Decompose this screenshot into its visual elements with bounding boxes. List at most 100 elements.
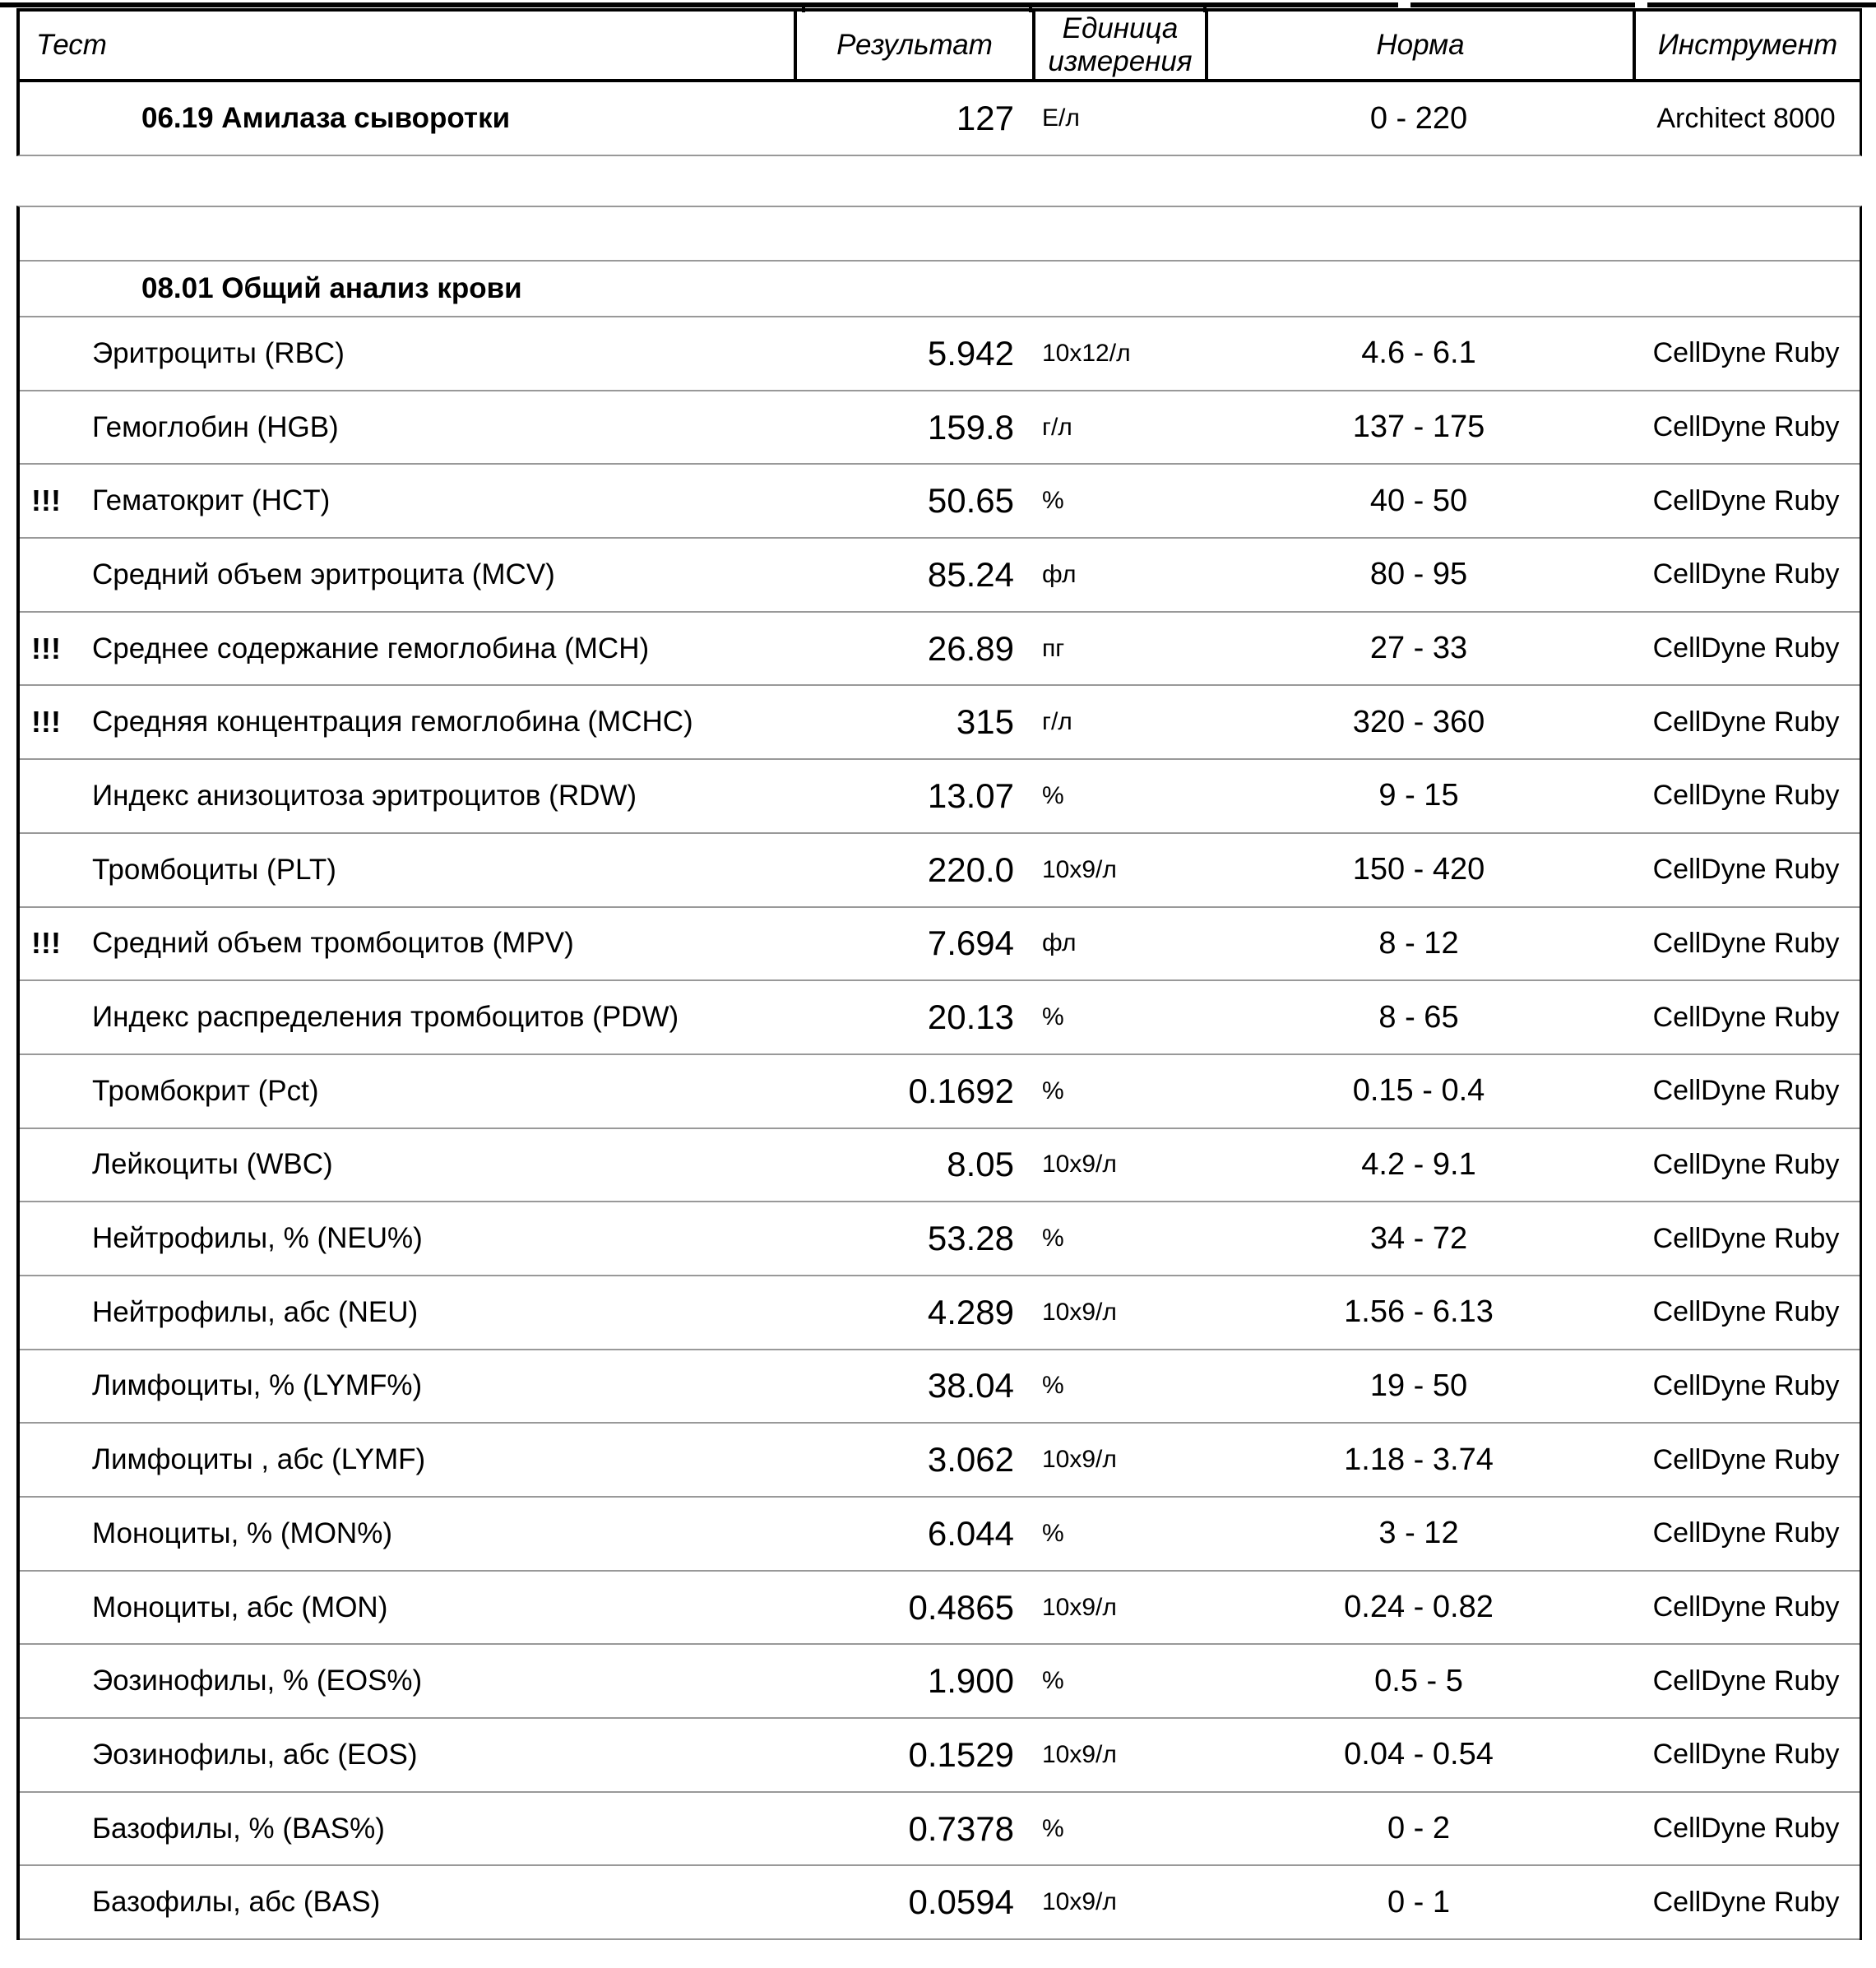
test-unit: 10x9/л [1042, 1888, 1117, 1916]
test-name: Моноциты, абс (MON) [92, 1591, 388, 1623]
test-name: Гемоглобин (HGB) [92, 410, 339, 443]
test-norm: 0 - 2 [1387, 1811, 1451, 1846]
test-norm: 34 - 72 [1369, 1220, 1468, 1256]
test-unit: 10x12/л [1042, 339, 1131, 367]
test-name: Лимфоциты , абс (LYMF) [92, 1443, 426, 1476]
test-norm: 0.5 - 5 [1374, 1663, 1463, 1698]
test-norm: 4.6 - 6.1 [1361, 336, 1476, 371]
test-norm: 0 - 1 [1387, 1884, 1451, 1919]
test-result: 4.289 [927, 1292, 1014, 1331]
test-instrument: CellDyne Ruby [1652, 854, 1840, 886]
test-norm: 9 - 15 [1378, 778, 1459, 813]
test-instrument: CellDyne Ruby [1652, 632, 1840, 664]
test-name: Тромбоциты (PLT) [92, 853, 336, 886]
test-instrument: CellDyne Ruby [1652, 1443, 1840, 1475]
test-unit: % [1042, 1372, 1064, 1400]
test-norm: 150 - 420 [1352, 852, 1485, 887]
table-row: !!! Среднее содержание гемоглобина (MCH)… [20, 613, 1860, 687]
test-norm: 4.2 - 9.1 [1361, 1146, 1476, 1182]
table-row: Эритроциты (RBC) 5.942 10x12/л 4.6 - 6.1… [20, 317, 1860, 391]
test-norm: 0 - 220 [1369, 100, 1468, 136]
header-result: Результат [794, 12, 1032, 79]
table-row: Базофилы, % (BAS%) 0.7378 % 0 - 2 CellDy… [20, 1793, 1860, 1867]
test-instrument: CellDyne Ruby [1652, 337, 1840, 369]
test-instrument: CellDyne Ruby [1652, 1222, 1840, 1254]
out-of-range-marker: !!! [31, 705, 61, 739]
test-unit: 10x9/л [1042, 1298, 1117, 1326]
test-norm: 137 - 175 [1352, 410, 1485, 445]
test-result: 20.13 [927, 998, 1014, 1037]
cutoff-column-tick [802, 2, 805, 12]
header-instrument: Инструмент [1633, 12, 1860, 79]
test-result: 0.1529 [908, 1734, 1014, 1774]
table-row: !!! Гематокрит (HCT) 50.65 % 40 - 50 Cel… [20, 465, 1860, 539]
test-unit: Е/л [1042, 104, 1080, 132]
test-name: Эозинофилы, абс (EOS) [92, 1738, 418, 1771]
test-name: Эритроциты (RBC) [92, 336, 345, 369]
test-unit: % [1042, 1667, 1064, 1695]
border-gap [1635, 2, 1647, 7]
table-row: Гемоглобин (HGB) 159.8 г/л 137 - 175 Cel… [20, 391, 1860, 465]
test-instrument: CellDyne Ruby [1652, 927, 1840, 959]
border-gap [1398, 2, 1410, 7]
table-row: !!! Средний объем тромбоцитов (MPV) 7.69… [20, 908, 1860, 982]
table-row: Эозинофилы, абс (EOS) 0.1529 10x9/л 0.04… [20, 1719, 1860, 1793]
test-result: 0.4865 [908, 1587, 1014, 1627]
test-name: Лейкоциты (WBC) [92, 1148, 333, 1181]
table-row: Моноциты, абс (MON) 0.4865 10x9/л 0.24 -… [20, 1572, 1860, 1646]
test-unit: % [1042, 487, 1064, 515]
table-row: Средний объем эритроцита (MCV) 85.24 фл … [20, 539, 1860, 613]
table-row: Моноциты, % (MON%) 6.044 % 3 - 12 CellDy… [20, 1498, 1860, 1572]
table-row: Индекс распределения тромбоцитов (PDW) 2… [20, 981, 1860, 1055]
table-row: Тромбокрит (Pct) 0.1692 % 0.15 - 0.4 Cel… [20, 1055, 1860, 1129]
test-name: Базофилы, абс (BAS) [92, 1886, 381, 1919]
test-result: 53.28 [927, 1219, 1014, 1258]
section-header-row: 08.01 Общий анализ крови [20, 262, 1860, 317]
test-name: Гематокрит (HCT) [92, 484, 331, 517]
cutoff-column-tick [1203, 2, 1207, 12]
test-unit: 10x9/л [1042, 1593, 1117, 1621]
test-norm: 40 - 50 [1369, 483, 1468, 518]
test-instrument: CellDyne Ruby [1652, 1665, 1840, 1697]
test-norm: 1.56 - 6.13 [1344, 1294, 1494, 1330]
test-result: 3.062 [927, 1440, 1014, 1479]
test-name: Базофилы, % (BAS%) [92, 1812, 385, 1845]
table-row: Лимфоциты, % (LYMF%) 38.04 % 19 - 50 Cel… [20, 1350, 1860, 1424]
test-unit: % [1042, 1519, 1064, 1547]
table-row: Лейкоциты (WBC) 8.05 10x9/л 4.2 - 9.1 Ce… [20, 1129, 1860, 1203]
test-name: Нейтрофилы, % (NEU%) [92, 1222, 423, 1255]
test-result: 0.1692 [908, 1071, 1014, 1110]
out-of-range-marker: !!! [31, 484, 61, 518]
out-of-range-marker: !!! [31, 926, 61, 961]
empty-row [20, 207, 1860, 262]
test-instrument: CellDyne Ruby [1652, 780, 1840, 812]
test-result: 220.0 [927, 850, 1014, 889]
test-name: Моноциты, % (MON%) [92, 1517, 392, 1549]
table-row: Индекс анизоцитоза эритроцитов (RDW) 13.… [20, 760, 1860, 834]
test-unit: г/л [1042, 413, 1072, 441]
test-instrument: CellDyne Ruby [1652, 1296, 1840, 1328]
test-norm: 19 - 50 [1369, 1368, 1468, 1403]
section-title: 08.01 Общий анализ крови [141, 272, 522, 304]
cutoff-column-tick [1029, 2, 1032, 12]
test-result: 8.05 [947, 1145, 1014, 1184]
test-instrument: CellDyne Ruby [1652, 1813, 1840, 1845]
header-test: Тест [36, 28, 107, 61]
test-instrument: CellDyne Ruby [1652, 1148, 1840, 1180]
test-norm: 0.15 - 0.4 [1352, 1073, 1485, 1109]
test-unit: % [1042, 781, 1064, 809]
test-norm: 27 - 33 [1369, 631, 1468, 666]
test-result: 315 [956, 702, 1014, 742]
test-name: Средний объем тромбоцитов (MPV) [92, 927, 574, 960]
test-instrument: CellDyne Ruby [1652, 1886, 1840, 1918]
test-norm: 8 - 65 [1378, 999, 1459, 1035]
test-instrument: CellDyne Ruby [1652, 558, 1840, 590]
test-result: 6.044 [927, 1513, 1014, 1553]
test-norm: 0.24 - 0.82 [1344, 1590, 1494, 1625]
table-header-row: Тест Результат Единица измерения Норма И… [16, 12, 1862, 82]
test-unit: % [1042, 1077, 1064, 1104]
test-unit: % [1042, 1003, 1064, 1031]
test-name: Индекс анизоцитоза эритроцитов (RDW) [92, 779, 637, 812]
test-name: Индекс распределения тромбоцитов (PDW) [92, 1001, 679, 1034]
test-instrument: CellDyne Ruby [1652, 706, 1840, 738]
